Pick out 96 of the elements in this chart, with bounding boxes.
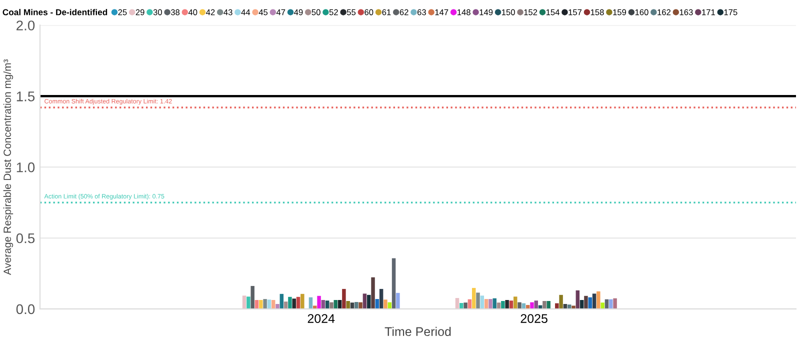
bar bbox=[396, 292, 400, 309]
bar bbox=[371, 277, 375, 309]
legend-title: Coal Mines - De-identified bbox=[2, 8, 108, 16]
bar bbox=[480, 296, 484, 309]
bar bbox=[384, 300, 388, 309]
bar bbox=[346, 301, 350, 309]
bar bbox=[542, 301, 546, 309]
bar bbox=[476, 292, 480, 309]
bar bbox=[492, 298, 496, 309]
bar bbox=[375, 299, 380, 309]
y-tick-label: 0.5 bbox=[16, 233, 35, 244]
bar bbox=[613, 298, 617, 309]
bar bbox=[392, 258, 396, 309]
bar bbox=[460, 302, 464, 309]
bar bbox=[288, 296, 292, 309]
bar bbox=[509, 300, 514, 309]
legend-label: 162 bbox=[658, 9, 670, 16]
y-tick-label: 0.0 bbox=[16, 304, 35, 314]
legend-label: 147 bbox=[435, 9, 448, 16]
bar bbox=[505, 300, 509, 309]
legend-label: 63 bbox=[417, 9, 426, 16]
bar bbox=[292, 298, 296, 309]
legend-label: 55 bbox=[346, 9, 356, 16]
bar bbox=[600, 302, 604, 309]
bar bbox=[317, 296, 321, 309]
bar bbox=[576, 290, 580, 309]
bar bbox=[354, 302, 358, 309]
legend-label: 152 bbox=[524, 9, 538, 16]
bar bbox=[300, 294, 304, 309]
legend-label: 47 bbox=[276, 9, 286, 16]
bar bbox=[514, 296, 518, 309]
legend-label: 44 bbox=[241, 9, 250, 16]
bar bbox=[534, 300, 538, 309]
legend-label: 149 bbox=[480, 9, 493, 16]
bar bbox=[325, 300, 330, 309]
y-tick-label: 2.0 bbox=[16, 20, 35, 30]
bar bbox=[530, 302, 534, 309]
y-axis-title: Average Respirable Dust Concentration mg/m³ bbox=[3, 59, 14, 275]
legend-label: 163 bbox=[680, 9, 693, 16]
bar bbox=[518, 302, 522, 309]
bar bbox=[546, 301, 550, 309]
legend-label: 150 bbox=[502, 9, 515, 16]
bar bbox=[472, 288, 476, 309]
bar bbox=[362, 294, 367, 309]
bar bbox=[280, 294, 284, 309]
x-axis-title: Time Period bbox=[384, 326, 451, 336]
legend-label: 171 bbox=[702, 9, 715, 16]
legend-label: 45 bbox=[258, 9, 268, 16]
bar bbox=[330, 302, 334, 309]
y-tick-label: 1.5 bbox=[16, 92, 35, 102]
legend-label: 158 bbox=[590, 9, 604, 16]
legend-label: 61 bbox=[382, 9, 391, 16]
bar bbox=[484, 299, 488, 309]
legend-label: 62 bbox=[400, 9, 408, 16]
bar bbox=[464, 302, 468, 309]
legend-label: 160 bbox=[635, 9, 648, 16]
bar bbox=[358, 302, 362, 309]
bar bbox=[366, 294, 371, 309]
bar bbox=[501, 301, 505, 309]
legend-label: 38 bbox=[170, 9, 180, 16]
y-tick-label: 1.0 bbox=[16, 162, 35, 172]
legend-label: 157 bbox=[568, 9, 582, 16]
bar bbox=[276, 304, 280, 309]
bar bbox=[555, 303, 559, 309]
bar bbox=[584, 296, 588, 309]
x-tick-label: 2025 bbox=[520, 314, 548, 323]
legend-label: 43 bbox=[224, 9, 232, 16]
bar bbox=[342, 288, 346, 309]
legend-label: 49 bbox=[294, 9, 303, 16]
bar bbox=[455, 298, 460, 309]
legend-label: 148 bbox=[458, 9, 470, 16]
legend-label: 25 bbox=[118, 9, 127, 16]
legend-label: 30 bbox=[153, 9, 162, 16]
bar bbox=[488, 299, 492, 309]
legend-label: 29 bbox=[136, 9, 144, 16]
legend-label: 159 bbox=[613, 9, 626, 16]
bar bbox=[263, 299, 267, 309]
legend-label: 154 bbox=[546, 9, 560, 16]
bar bbox=[246, 296, 250, 309]
legend-label: 40 bbox=[188, 9, 198, 16]
x-tick-label: 2024 bbox=[308, 314, 335, 323]
bar bbox=[259, 300, 263, 309]
bar bbox=[592, 294, 596, 309]
legend-label: 50 bbox=[312, 9, 320, 16]
bar bbox=[596, 291, 600, 309]
legend-label: 175 bbox=[724, 9, 738, 16]
bar bbox=[559, 294, 563, 309]
bar bbox=[250, 286, 254, 309]
legend-label: 52 bbox=[329, 9, 338, 16]
bar bbox=[267, 300, 272, 309]
bar bbox=[572, 306, 576, 309]
legend-label: 42 bbox=[206, 9, 215, 16]
bar bbox=[242, 296, 246, 309]
legend-label: 60 bbox=[364, 9, 374, 16]
bar bbox=[609, 299, 613, 309]
bar bbox=[379, 288, 384, 309]
